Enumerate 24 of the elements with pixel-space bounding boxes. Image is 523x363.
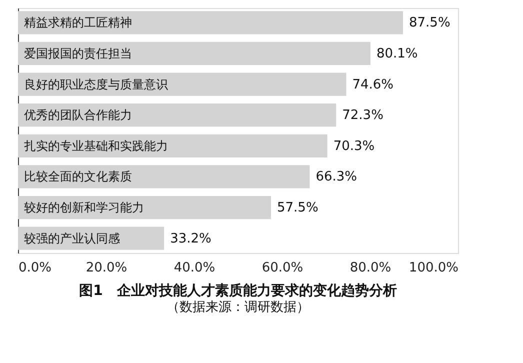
y-tick-label: 较强的产业认同感 bbox=[24, 231, 120, 246]
data-label: 80.1% bbox=[376, 46, 418, 62]
data-label: 70.3% bbox=[333, 138, 375, 154]
text: （数据来源：调研数据） bbox=[166, 300, 310, 315]
data-label: 87.5% bbox=[409, 16, 450, 31]
y-tick-label: 爱国报国的责任担当 bbox=[24, 46, 132, 60]
data-label: 33.2% bbox=[170, 231, 212, 246]
data-label: 72.3% bbox=[342, 108, 384, 124]
text: 图1 企业对技能人才素质能力要求的变化趋势分析 bbox=[79, 282, 397, 299]
y-tick-label: 比较全面的文化素质 bbox=[24, 170, 132, 184]
y-tick-label: 较好的创新和学习能力 bbox=[24, 200, 144, 215]
data-label: 57.5% bbox=[277, 200, 318, 216]
x-tick-label: 80.0% bbox=[350, 260, 392, 276]
y-tick-label: 优秀的团队合作能力 bbox=[24, 108, 132, 122]
data-label: 74.6% bbox=[352, 77, 394, 92]
y-tick-label: 精益求精的工匠精神 bbox=[24, 16, 132, 30]
x-tick-label: 60.0% bbox=[262, 260, 304, 276]
x-tick-label: 100.0% bbox=[408, 260, 458, 276]
data-label: 66.3% bbox=[316, 170, 358, 185]
x-tick-label: 20.0% bbox=[86, 260, 128, 276]
y-tick-label: 良好的职业态度与质量意识 bbox=[24, 77, 168, 92]
y-tick-label: 扎实的专业基础和实践能力 bbox=[24, 138, 168, 153]
x-tick-label: 40.0% bbox=[174, 260, 216, 276]
x-tick-label: 0.0% bbox=[18, 260, 52, 276]
